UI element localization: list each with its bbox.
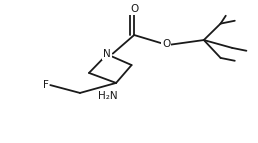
Text: O: O <box>130 4 138 14</box>
Text: O: O <box>162 39 171 49</box>
Text: F: F <box>43 80 49 90</box>
Text: H₂N: H₂N <box>98 91 118 101</box>
Text: N: N <box>103 49 111 59</box>
